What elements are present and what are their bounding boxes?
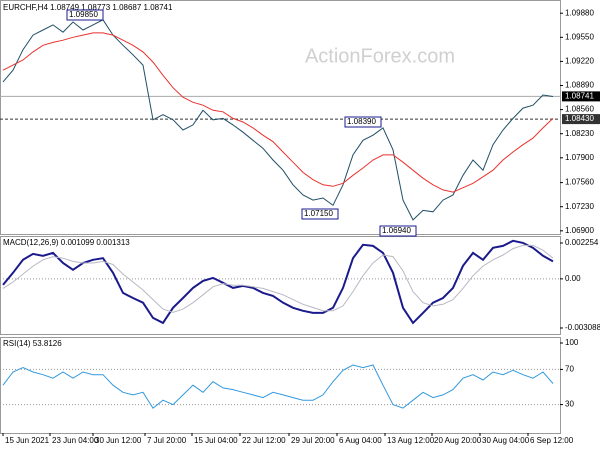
x-tick-label: 29 Jul 20:00 (291, 436, 335, 445)
x-tick-label: 23 Jun 04:00 (52, 436, 99, 445)
x-tick-label: 15 Jun 2021 (5, 436, 50, 445)
panel-frame (0, 236, 561, 335)
price-label: 1.08430 (565, 114, 594, 123)
x-tick-label: 7 Jul 20:00 (147, 436, 187, 445)
panel-frame (0, 0, 561, 235)
x-tick-label: 15 Jul 04:00 (194, 436, 238, 445)
y-tick-label: 1.07230 (565, 202, 594, 211)
annotation: 1.06940 (382, 226, 411, 235)
annotation: 1.08390 (347, 117, 376, 126)
panel-frame (0, 337, 561, 434)
watermark: ActionForex.com (305, 45, 455, 67)
y-tick-label: -0.003088 (565, 323, 600, 332)
y-tick-label: 1.09220 (565, 57, 594, 66)
y-tick-label: 1.08890 (565, 81, 594, 90)
price-label: 1.08741 (565, 91, 594, 100)
macd-title: MACD(12,26,9) 0.001099 0.001313 (3, 238, 130, 247)
series-line (2, 32, 554, 193)
x-tick-label: 30 Aug 04:00 (482, 436, 530, 445)
series-line (2, 239, 554, 325)
x-tick-label: 30 Jun 12:00 (95, 436, 142, 445)
chart-title: EURCHF,H4 1.08749 1.08773 1.08687 1.0874… (3, 3, 173, 12)
x-tick-label: 6 Sep 12:00 (530, 436, 574, 445)
annotation: 1.07150 (304, 209, 333, 218)
y-tick-label: 1.07900 (565, 153, 594, 162)
x-tick-label: 20 Aug 20:00 (434, 436, 482, 445)
y-tick-label: 1.08560 (565, 105, 594, 114)
annotation-box (344, 116, 382, 128)
series-line (2, 19, 554, 221)
y-tick-label: 1.06900 (565, 226, 594, 235)
y-tick-label: 1.07560 (565, 178, 594, 187)
annotation: 1.09850 (69, 10, 98, 19)
x-tick-label: 13 Aug 12:00 (387, 436, 435, 445)
y-tick-label: 1.09550 (565, 32, 594, 41)
y-tick-label: 0.00 (565, 274, 581, 283)
y-tick-label: 1.08230 (565, 129, 594, 138)
price-label-box (562, 114, 600, 125)
y-tick-label: 30 (565, 400, 574, 409)
annotation-box (66, 9, 104, 21)
x-tick-label: 22 Jul 12:00 (242, 436, 286, 445)
y-tick-label: 0.002254 (565, 238, 599, 247)
series-line (2, 364, 554, 409)
rsi-title: RSI(14) 53.8126 (3, 339, 62, 348)
annotation-box (379, 225, 417, 237)
y-tick-label: 100 (565, 338, 579, 347)
x-tick-label: 6 Aug 04:00 (339, 436, 382, 445)
y-tick-label: 1.09880 (565, 8, 594, 17)
y-tick-label: 70 (565, 365, 574, 374)
price-label-box (562, 91, 600, 102)
annotation-box (301, 208, 339, 220)
series-line (2, 244, 554, 313)
